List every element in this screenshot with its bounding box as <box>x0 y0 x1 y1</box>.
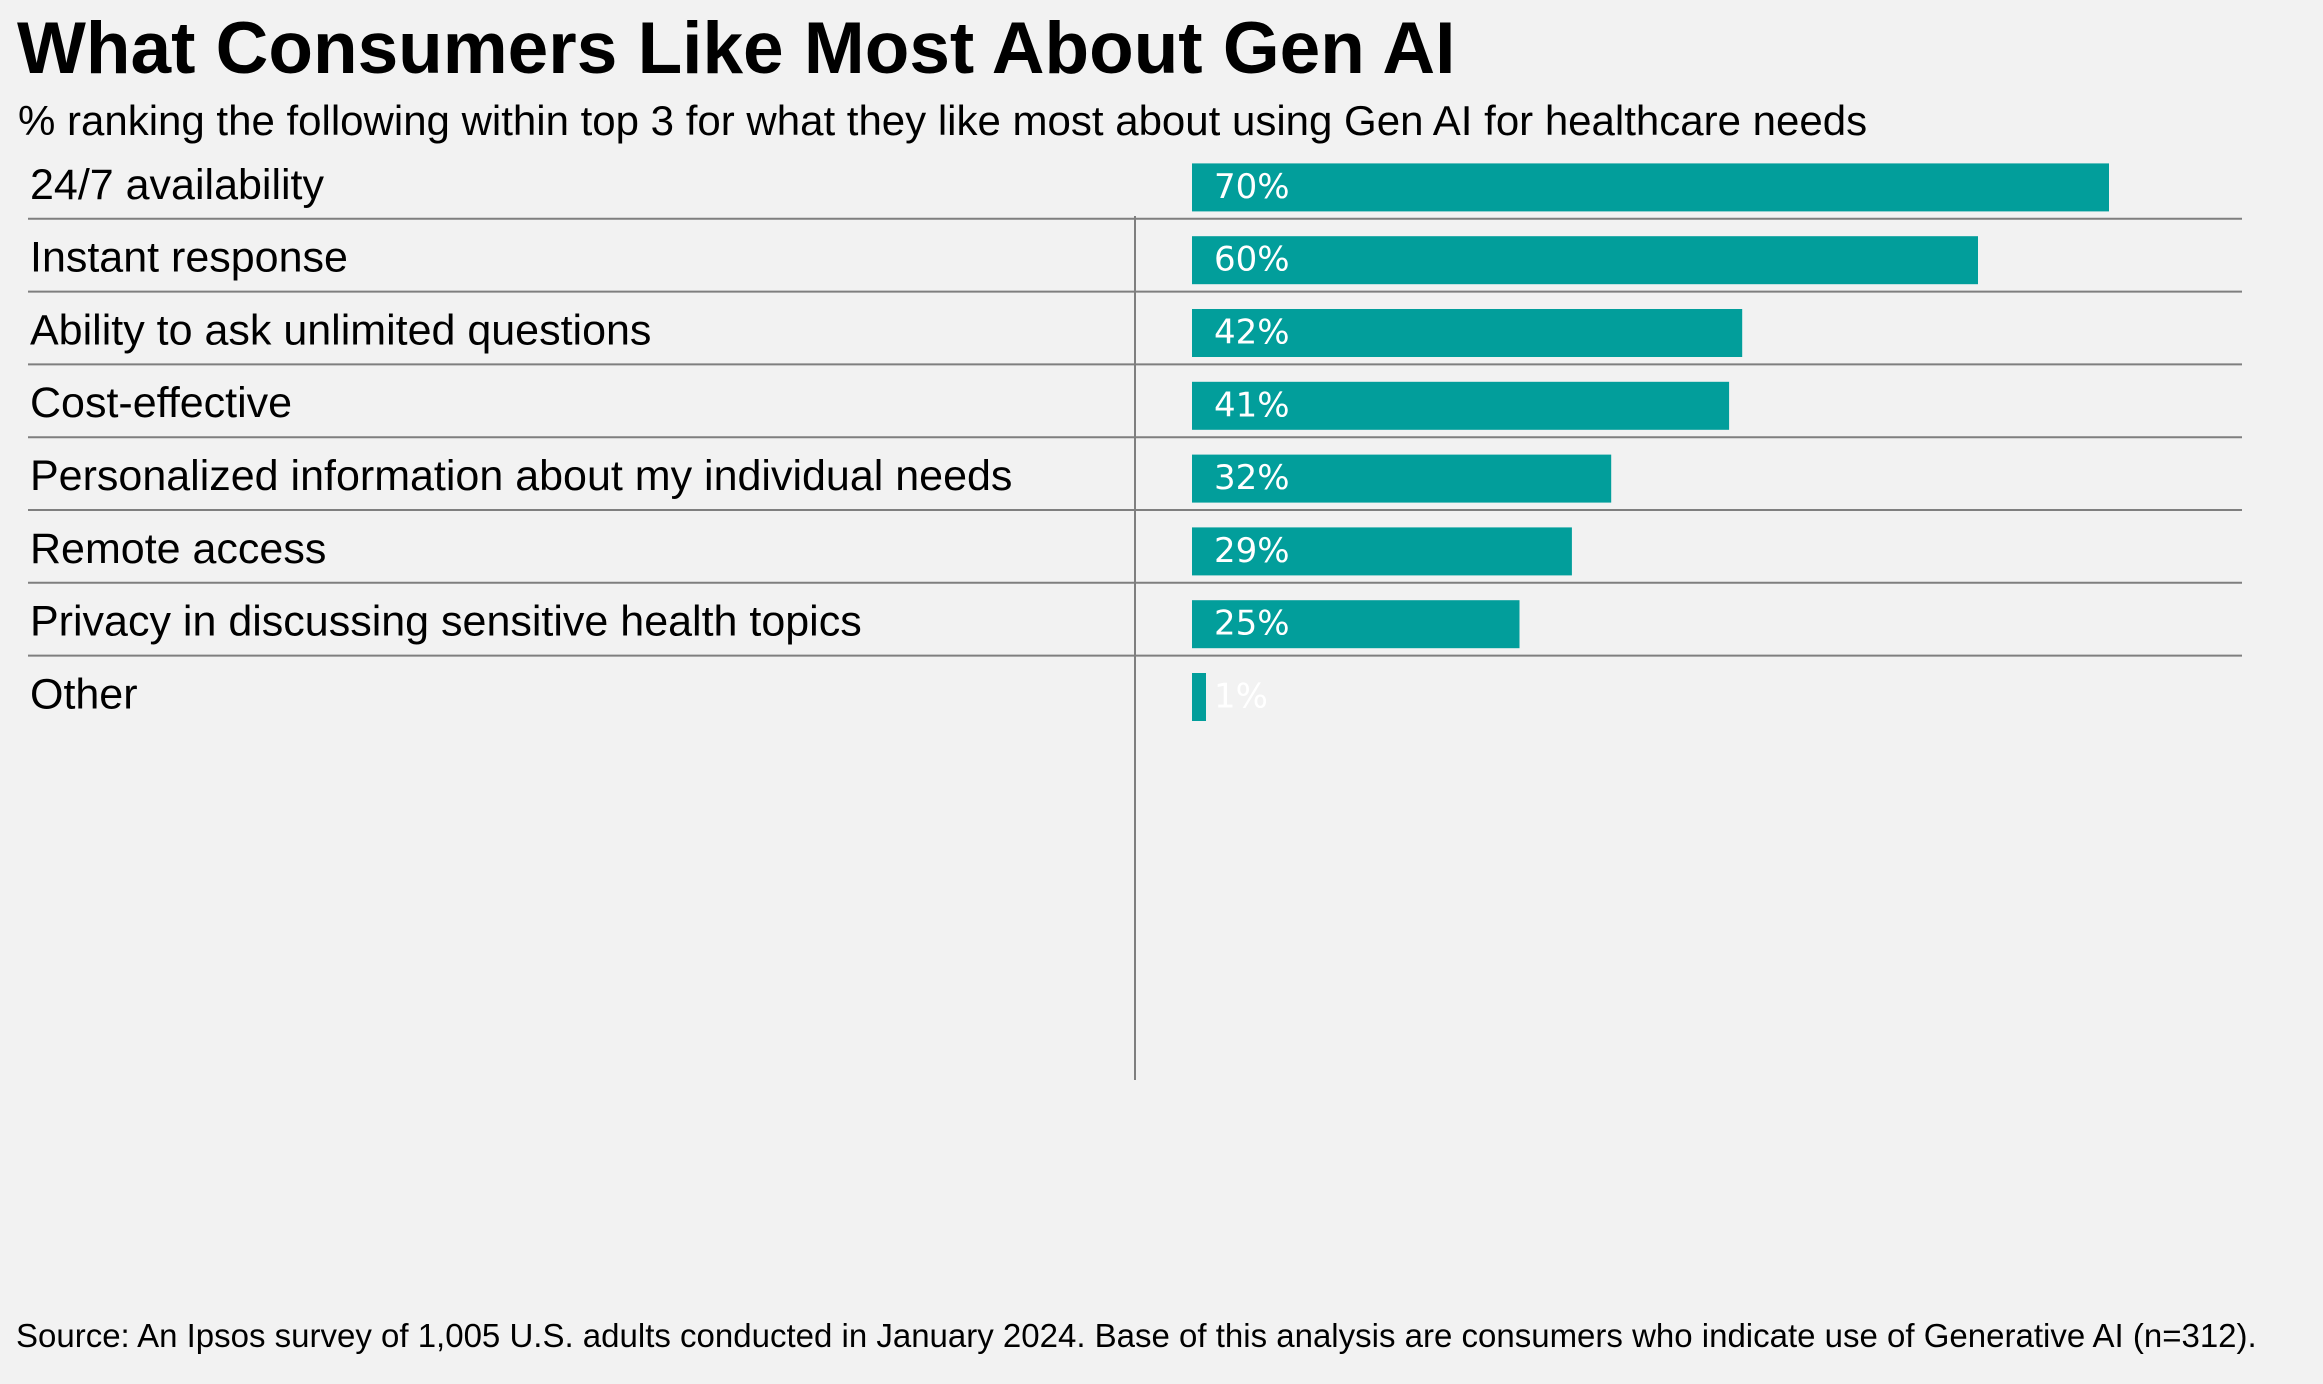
chart-title: What Consumers Like Most About Gen AI <box>17 8 1456 89</box>
category-label: Privacy in discussing sensitive health t… <box>30 598 862 646</box>
category-label: Other <box>30 670 138 718</box>
data-label: 41% <box>1214 385 1290 425</box>
bar <box>1192 527 1572 576</box>
category-label: Ability to ask unlimited questions <box>30 306 651 354</box>
data-label: 29% <box>1214 531 1290 571</box>
category-label: Personalized information about my indivi… <box>30 452 1012 500</box>
bar <box>1192 236 1978 285</box>
data-label: 42% <box>1214 313 1290 353</box>
category-label: Cost-effective <box>30 379 292 427</box>
chart-subtitle: % ranking the following within top 3 for… <box>18 97 1868 144</box>
bar <box>1192 600 1520 649</box>
data-label: 25% <box>1214 604 1290 644</box>
category-label: 24/7 availability <box>30 161 325 209</box>
category-label: Instant response <box>30 234 348 282</box>
bar <box>1192 309 1743 357</box>
data-label: 1% <box>1214 677 1268 717</box>
data-label: 60% <box>1214 240 1290 280</box>
bar <box>1192 454 1612 503</box>
bar <box>1192 673 1206 721</box>
data-label: 32% <box>1214 458 1290 498</box>
category-label: Remote access <box>30 525 326 573</box>
bar <box>1192 381 1730 430</box>
data-label: 70% <box>1214 167 1290 207</box>
source-note: Source: An Ipsos survey of 1,005 U.S. ad… <box>16 1317 2257 1354</box>
bar <box>1192 163 2109 212</box>
